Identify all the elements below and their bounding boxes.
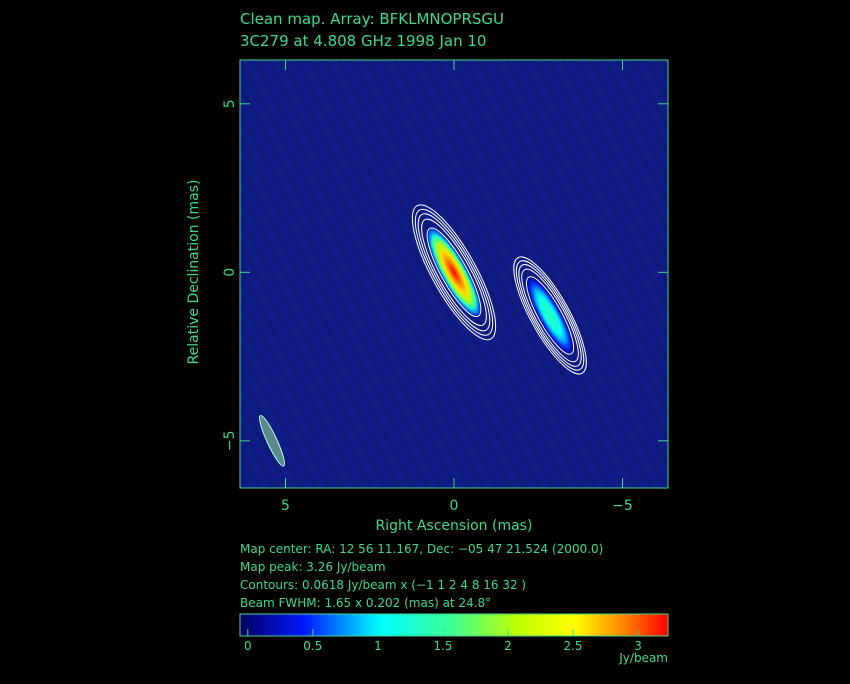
contour <box>426 227 482 318</box>
chart-subtitle: 3C279 at 4.808 GHz 1998 Jan 10 <box>240 32 486 50</box>
component <box>513 256 587 375</box>
colorbar <box>239 613 669 637</box>
colorbar-tick-label: 0.5 <box>303 639 322 653</box>
contour <box>526 276 575 355</box>
colorbar-tick-label: 3 <box>634 639 642 653</box>
beam <box>259 414 285 467</box>
x-tick-label: 0 <box>450 498 459 514</box>
x-tick-label: −5 <box>612 498 633 514</box>
y-tick-label: 0 <box>222 268 238 277</box>
map-image <box>240 60 668 488</box>
colorbar-tick-label: 1 <box>374 639 382 653</box>
annotation: Beam FWHM: 1.65 x 0.202 (mas) at 24.8° <box>240 596 491 610</box>
contour <box>518 264 582 367</box>
colorbar-tick-label: 2 <box>504 639 512 653</box>
contour <box>513 256 587 375</box>
colorbar-tick-label: 0 <box>244 639 252 653</box>
y-tick-label: 5 <box>222 99 238 108</box>
contour <box>417 213 491 332</box>
x-axis-label: Right Ascension (mas) <box>376 518 533 534</box>
x-tick-label: 5 <box>281 498 290 514</box>
annotation: Map peak: 3.26 Jy/beam <box>240 560 386 574</box>
colorbar-tick-label: 2.5 <box>563 639 582 653</box>
chart-title: Clean map. Array: BFKLMNOPRSGU <box>240 10 504 28</box>
component <box>411 204 497 341</box>
contour <box>414 208 494 336</box>
y-tick-label: −5 <box>222 430 238 451</box>
contour <box>421 218 487 326</box>
annotation: Map center: RA: 12 56 11.167, Dec: −05 4… <box>240 542 603 556</box>
y-axis-label: Relative Declination (mas) <box>186 180 202 365</box>
colorbar-label: Jy/beam <box>618 651 668 665</box>
contour <box>411 204 497 341</box>
colorbar-tick-label: 1.5 <box>433 639 452 653</box>
contour <box>515 260 585 371</box>
contour <box>521 268 579 363</box>
annotation: Contours: 0.0618 Jy/beam x (−1 1 2 4 8 1… <box>240 578 526 592</box>
